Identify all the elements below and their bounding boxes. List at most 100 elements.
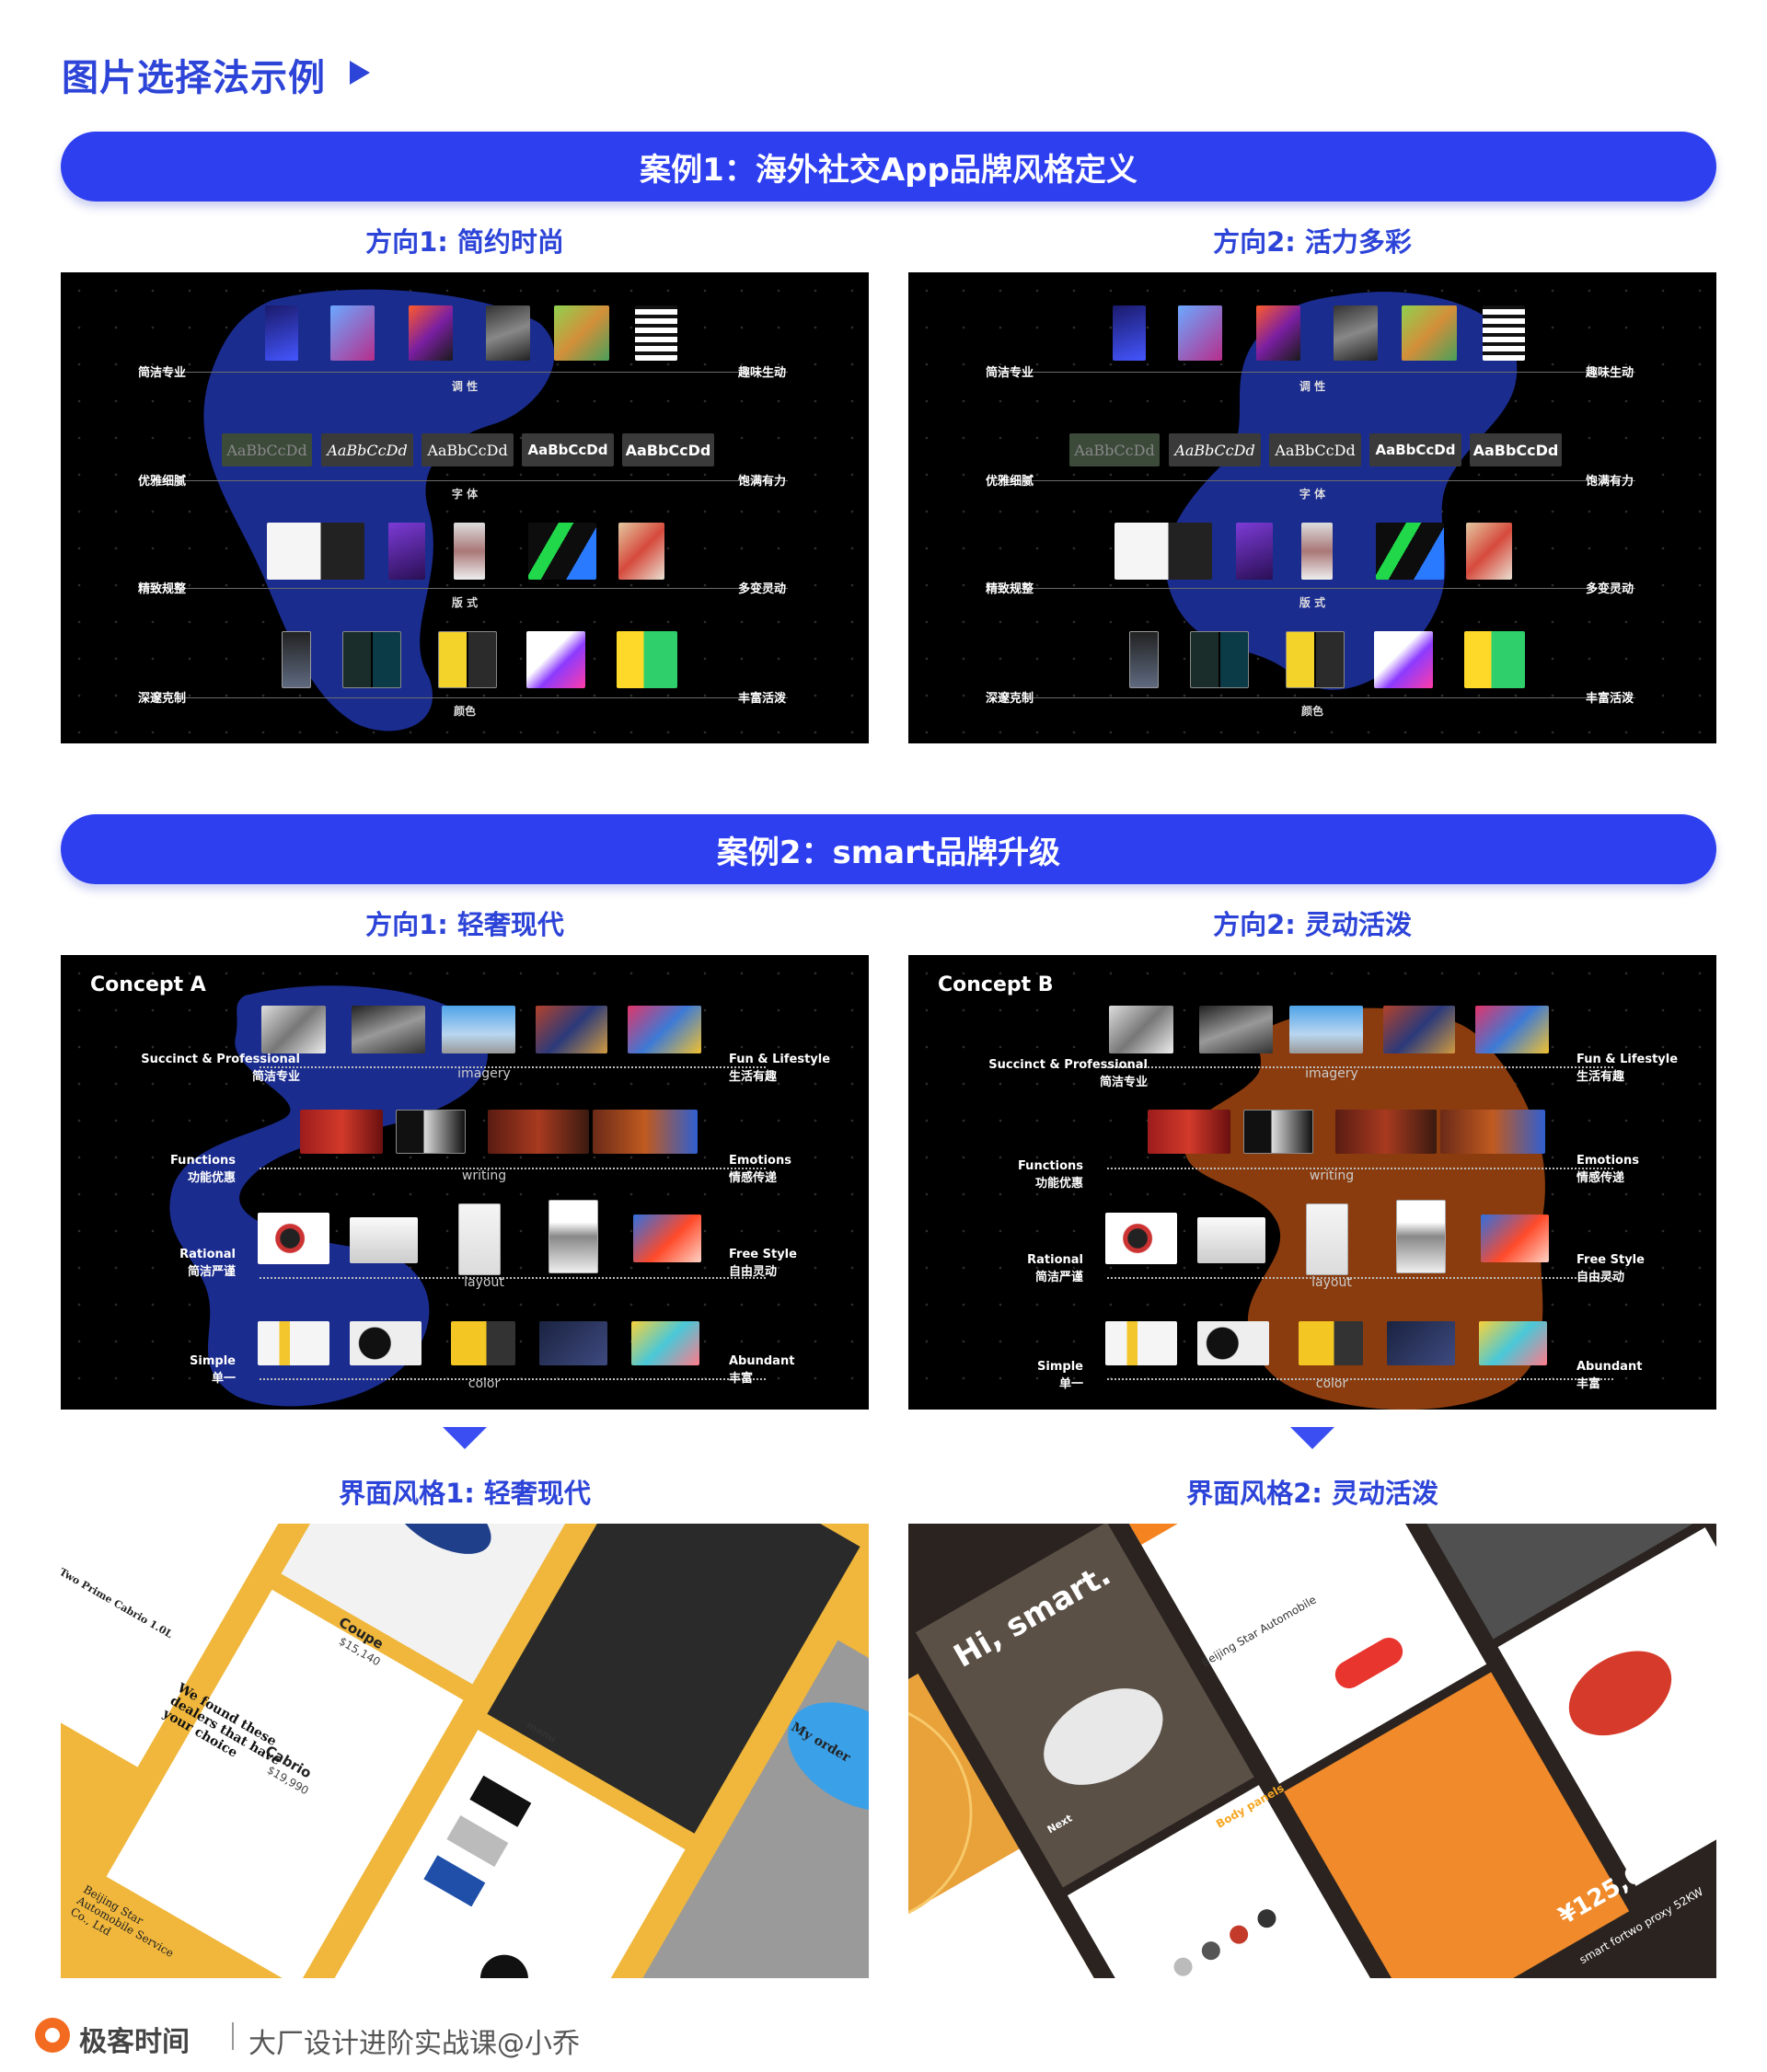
axis-line	[1107, 1277, 1613, 1279]
axis-center-label: 颜色	[1300, 705, 1323, 718]
axis-right-label: Free Style 自由灵动	[729, 1248, 797, 1279]
axis-center-label: writing	[1309, 1168, 1355, 1183]
axis-center-label: 调 性	[1299, 380, 1326, 393]
axis-center-label: 调 性	[451, 380, 479, 393]
image-thumbnail	[635, 305, 677, 361]
axis-left-label: 优雅细腻	[986, 475, 1034, 489]
play-arrow-icon	[350, 61, 370, 85]
case1-left-heading: 方向1: 简约时尚	[365, 226, 564, 258]
concept-title: Concept A	[90, 973, 206, 996]
axis-center-label: 版 式	[1299, 596, 1326, 609]
image-thumbnail	[488, 1110, 589, 1154]
axis-line	[260, 1378, 766, 1380]
image-thumbnail	[258, 1321, 329, 1365]
axis-left-label: 精致规整	[986, 582, 1034, 596]
image-thumbnail	[1475, 1006, 1549, 1053]
axis-line	[991, 372, 1635, 373]
mockup-illustration	[908, 1524, 1716, 1978]
image-thumbnail	[1483, 305, 1525, 361]
ui-mockup-luxury: Coupe $15,140 Cabrio $19,990 We found th…	[61, 1524, 869, 1978]
selection-blob	[1165, 292, 1518, 690]
axis-left-label: 深邃克制	[986, 692, 1034, 706]
axis-right-label: Free Style 自由灵动	[1576, 1253, 1645, 1284]
app-screen-thumbnail	[342, 631, 401, 688]
image-thumbnail	[539, 1321, 607, 1365]
axis-left-label: Succinct & Professional 简洁专业	[141, 1053, 300, 1084]
axis-right-label: Abundant 丰富	[1576, 1360, 1643, 1391]
image-thumbnail	[409, 305, 453, 361]
case1-right-heading: 方向2: 活力多彩	[1213, 226, 1412, 258]
concept-b-panel: Concept B Succinct & Professional 简洁专业 Fu…	[908, 955, 1716, 1410]
image-thumbnail	[442, 1006, 515, 1053]
case1-panel-colorful: 简洁专业 趣味生动 调 性 AaBbCcDd AaBbCcDd AaBbCcDd…	[908, 272, 1716, 743]
image-thumbnail	[1479, 1321, 1547, 1365]
font-sample: AaBbCcDd	[222, 433, 312, 466]
font-sample: AaBbCcDd	[1169, 433, 1261, 466]
font-sample: AaBbCcDd	[422, 433, 514, 466]
image-thumbnail	[1335, 1110, 1437, 1154]
axis-right-label: 饱满有力	[1586, 475, 1634, 489]
axis-line	[260, 1066, 766, 1068]
image-thumbnail	[330, 305, 375, 361]
axis-left-label: Simple 单一	[1037, 1360, 1083, 1391]
axis-line	[991, 588, 1635, 589]
footer-brand: 极客时间	[79, 2026, 190, 2058]
app-screen-thumbnail	[526, 631, 585, 688]
font-sample: AaBbCcDd	[1269, 433, 1361, 466]
image-thumbnail	[1197, 1217, 1265, 1263]
case2-banner: 案例2：smart品牌升级	[61, 814, 1716, 884]
image-thumbnail	[1243, 1110, 1313, 1154]
down-arrow-icon	[443, 1427, 487, 1449]
font-sample: AaBbCcDd	[522, 433, 614, 466]
image-thumbnail	[265, 305, 298, 361]
selection-blob	[169, 985, 488, 1407]
font-sample: AaBbCcDd	[1069, 433, 1160, 466]
app-screen-thumbnail	[617, 631, 677, 688]
image-thumbnail	[1466, 523, 1512, 580]
image-thumbnail	[593, 1110, 698, 1154]
image-thumbnail	[458, 1203, 501, 1275]
axis-line	[1107, 1378, 1613, 1380]
image-thumbnail	[350, 1217, 418, 1263]
case2-right-heading: 方向2: 灵动活泼	[1213, 909, 1412, 940]
axis-line	[1107, 1066, 1613, 1068]
axis-center-label: 字 体	[1299, 488, 1326, 501]
image-thumbnail	[1334, 305, 1378, 361]
axis-line	[1107, 1168, 1613, 1169]
mockup-illustration	[61, 1524, 869, 1978]
image-thumbnail	[1199, 1006, 1273, 1053]
image-thumbnail	[454, 523, 485, 580]
case2-left-heading: 方向1: 轻奢现代	[365, 909, 564, 940]
axis-center-label: 版 式	[451, 596, 479, 609]
image-thumbnail	[536, 1006, 607, 1053]
selection-blob	[1184, 1007, 1545, 1410]
case1-banner: 案例1：海外社交App品牌风格定义	[61, 132, 1716, 201]
image-thumbnail	[1148, 1110, 1230, 1154]
axis-right-label: Fun & Lifestyle 生活有趣	[1576, 1053, 1679, 1084]
image-thumbnail	[1105, 1321, 1177, 1365]
font-sample: AaBbCcDd	[1470, 433, 1562, 466]
axis-line	[144, 480, 788, 481]
axis-center-label: color	[468, 1376, 501, 1391]
app-screen-thumbnail	[1374, 631, 1433, 688]
axis-left-label: 深邃克制	[138, 692, 187, 706]
image-thumbnail	[1387, 1321, 1455, 1365]
axis-center-label: 字 体	[451, 488, 479, 501]
selection-blob	[203, 289, 555, 731]
axis-line	[991, 480, 1635, 481]
axis-right-label: 饱满有力	[738, 475, 787, 489]
ui-style-1-heading: 界面风格1: 轻奢现代	[339, 1478, 591, 1509]
image-thumbnail	[549, 1200, 598, 1273]
app-screen-thumbnail	[282, 631, 311, 688]
axis-right-label: Emotions 情感传递	[1576, 1154, 1639, 1185]
concept-title: Concept B	[938, 973, 1054, 996]
image-thumbnail	[396, 1110, 466, 1154]
image-thumbnail	[618, 523, 664, 580]
axis-right-label: 多变灵动	[1586, 582, 1634, 596]
ui-style-2-heading: 界面风格2: 灵动活泼	[1186, 1478, 1438, 1509]
image-thumbnail	[1440, 1110, 1545, 1154]
axis-left-label: Rational 简洁严谨	[1027, 1253, 1083, 1284]
image-thumbnail	[451, 1321, 515, 1365]
page-title: 图片选择法示例	[62, 57, 326, 99]
axis-left-label: Succinct & Professional 简洁专业	[988, 1058, 1148, 1089]
